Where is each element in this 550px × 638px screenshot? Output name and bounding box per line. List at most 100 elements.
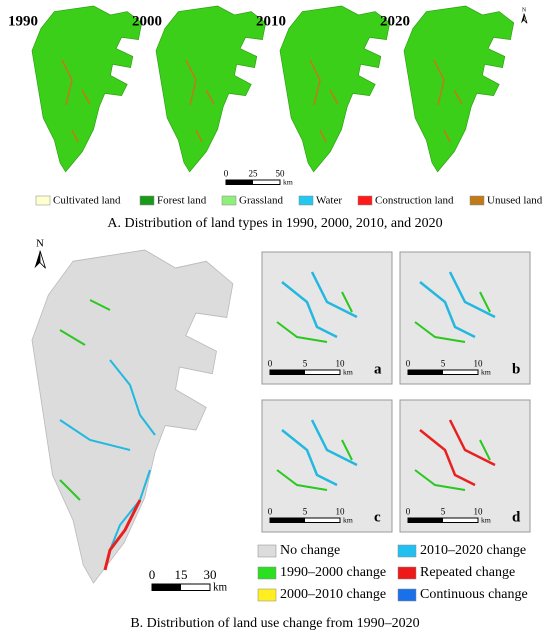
change-map: [30, 248, 235, 585]
scale-label: 50: [276, 169, 286, 179]
north-label: N: [522, 7, 527, 13]
land-speckle: [61, 59, 91, 143]
scale-unit: km: [481, 367, 491, 376]
land-map: [279, 5, 391, 173]
scale-label: 10: [474, 507, 484, 517]
scale-label: 0: [268, 359, 273, 369]
north-label: N: [36, 238, 44, 250]
legend-swatch: [221, 195, 237, 206]
inset-label: a: [374, 361, 382, 377]
legend-swatch: [469, 195, 485, 206]
inset-frame: [261, 251, 393, 385]
scale-label: 5: [303, 359, 308, 369]
scale-label: 15: [175, 567, 188, 582]
legend-label: Continuous change: [420, 587, 528, 602]
legend-label: Construction land: [375, 195, 454, 207]
scale-label: 10: [336, 507, 346, 517]
scale-bar-fill: [408, 370, 443, 375]
scale-label: 5: [441, 507, 446, 517]
land-speckle: [185, 59, 215, 143]
scale-unit: km: [343, 367, 353, 376]
legend-label: 1990–2000 change: [280, 565, 386, 580]
legend-label: Repeated change: [420, 565, 515, 580]
legend-label: Unused land: [487, 195, 543, 207]
inset-frame: [399, 399, 531, 533]
scale-unit: km: [481, 515, 491, 524]
scale-bar-fill: [270, 370, 305, 375]
north-arrow: [39, 250, 46, 269]
year-label: 2000: [132, 13, 162, 29]
scale-label: 5: [303, 507, 308, 517]
inset-frame: [399, 251, 531, 385]
north-arrow: [521, 13, 524, 24]
inset-change: [281, 419, 358, 487]
legend-swatch: [35, 195, 51, 206]
land-speckle: [433, 59, 463, 143]
legend-label: Forest land: [157, 195, 207, 207]
north-arrow: [34, 250, 40, 269]
scale-label: 0: [406, 507, 411, 517]
inset-frame: [261, 399, 393, 533]
scale-bar-fill: [152, 584, 181, 591]
change-stream: [59, 299, 111, 501]
inset-label: b: [512, 361, 520, 377]
legend-swatch: [257, 588, 277, 602]
legend-swatch: [397, 566, 417, 580]
legend-label: No change: [280, 543, 340, 558]
caption: B. Distribution of land use change from …: [130, 616, 419, 631]
scale-label: 30: [204, 567, 217, 582]
scale-unit: km: [343, 515, 353, 524]
scale-label: 0: [268, 507, 273, 517]
inset-change: [281, 271, 358, 339]
legend-swatch: [357, 195, 373, 206]
legend-swatch: [298, 195, 314, 206]
legend-swatch: [257, 544, 277, 558]
inset-change: [414, 439, 491, 491]
scale-unit: km: [213, 581, 228, 593]
land-map: [155, 5, 267, 173]
scale-label: 25: [249, 169, 259, 179]
change-stream: [59, 359, 156, 551]
scale-label: 0: [149, 567, 156, 582]
legend-label: 2010–2020 change: [420, 543, 526, 558]
change-stream: [103, 499, 142, 571]
land-map: [31, 5, 143, 173]
legend-swatch: [139, 195, 155, 206]
scale-label: 10: [336, 359, 346, 369]
inset-change: [276, 291, 353, 343]
land-map: [403, 5, 515, 173]
inset-label: c: [374, 509, 381, 525]
legend-swatch: [397, 544, 417, 558]
legend-label: Cultivated land: [53, 195, 121, 207]
inset-label: d: [512, 509, 521, 525]
inset-change: [276, 439, 353, 491]
year-label: 1990: [8, 13, 38, 29]
inset-change: [414, 291, 491, 343]
scale-bar-fill: [226, 180, 253, 185]
scale-bar-fill: [408, 518, 443, 523]
scale-unit: km: [283, 177, 293, 186]
caption: A. Distribution of land types in 1990, 2…: [107, 216, 442, 231]
legend-label: Grassland: [239, 195, 283, 207]
scale-label: 5: [441, 359, 446, 369]
legend-label: 2000–2010 change: [280, 587, 386, 602]
scale-bar-fill: [270, 518, 305, 523]
year-label: 2020: [380, 13, 410, 29]
year-label: 2010: [256, 13, 286, 29]
land-speckle: [309, 59, 339, 143]
legend-label: Water: [316, 195, 342, 207]
legend-swatch: [257, 566, 277, 580]
inset-change: [419, 419, 496, 487]
north-arrow: [523, 13, 528, 24]
scale-label: 0: [224, 169, 229, 179]
scale-label: 10: [474, 359, 484, 369]
scale-label: 0: [406, 359, 411, 369]
legend-swatch: [397, 588, 417, 602]
